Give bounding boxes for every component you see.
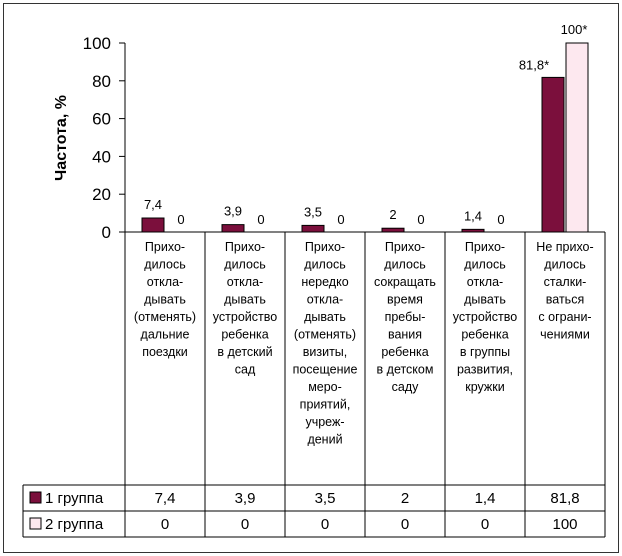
table-value-series-2: 0 xyxy=(481,516,489,533)
data-label-series-2: 0 xyxy=(257,212,264,227)
table-value-series-2: 0 xyxy=(161,516,169,533)
category-label-line: с ограни- xyxy=(538,310,591,324)
y-tick-label: 20 xyxy=(92,185,111,204)
category-label-line: Прихо- xyxy=(465,240,505,254)
category-label-line: учреж- xyxy=(305,415,344,429)
category-label-line: в группы xyxy=(460,345,510,359)
bar-series-1 xyxy=(221,224,245,233)
category-label-line: дывать xyxy=(304,310,346,324)
category-label-line: устройство xyxy=(453,310,517,324)
category-label-line: развития, xyxy=(457,363,513,377)
chart-frame xyxy=(3,3,619,553)
data-label-series-2: 0 xyxy=(417,212,424,227)
data-label-series-1: 3,5 xyxy=(304,204,322,219)
category-label-line: откла- xyxy=(467,275,503,289)
table-value-series-1: 2 xyxy=(401,490,409,507)
category-label-line: в детский xyxy=(217,345,272,359)
legend-swatch-series-2 xyxy=(29,517,42,530)
category-label-line: сад xyxy=(235,363,256,377)
category-label-line: приятий, xyxy=(300,398,351,412)
category-label-line: (отменять) xyxy=(134,310,196,324)
category-label-line: дывать xyxy=(464,293,506,307)
legend-label-series-1: 1 группа xyxy=(45,490,104,507)
y-tick-label: 100 xyxy=(83,34,111,53)
category-label-line: дилось xyxy=(464,258,505,272)
data-label-series-2: 100* xyxy=(561,22,588,37)
category-label-line: поездки xyxy=(142,345,188,359)
bar-series-1 xyxy=(141,217,165,233)
bar-series-1 xyxy=(301,224,325,233)
category-label-line: ребенка xyxy=(221,328,268,342)
category-label-line: Прихо- xyxy=(385,240,425,254)
data-label-series-1: 7,4 xyxy=(144,197,162,212)
table-value-series-1: 3,5 xyxy=(315,490,336,507)
category-label-line: саду xyxy=(392,380,419,394)
category-label-line: дилось xyxy=(144,258,185,272)
category-label-line: посещение xyxy=(293,363,358,377)
table-value-series-2: 0 xyxy=(241,516,249,533)
category-label-line: ребенка xyxy=(461,328,508,342)
category-label-line: дилось xyxy=(384,258,425,272)
bar-series-2 xyxy=(565,42,589,233)
category-label-line: меро- xyxy=(308,380,342,394)
category-label-line: пребы- xyxy=(385,310,426,324)
category-label-line: (отменять) xyxy=(294,328,356,342)
category-label-line: Прихо- xyxy=(305,240,345,254)
y-tick-label: 0 xyxy=(102,223,111,242)
y-tick-label: 60 xyxy=(92,110,111,129)
category-label-line: устройство xyxy=(213,310,277,324)
category-label-line: сокращать xyxy=(374,275,436,289)
data-label-series-1: 81,8* xyxy=(519,57,549,72)
table-value-series-1: 1,4 xyxy=(475,490,496,507)
data-label-series-1: 3,9 xyxy=(224,204,242,219)
data-label-series-2: 0 xyxy=(177,212,184,227)
legend-swatch-series-1 xyxy=(29,491,42,504)
category-label-line: дывать xyxy=(224,293,266,307)
legend-label-series-2: 2 группа xyxy=(45,516,104,533)
data-label-series-1: 1,4 xyxy=(464,208,482,223)
category-label-line: ваться xyxy=(546,293,584,307)
category-label-line: время xyxy=(387,293,423,307)
category-label-line: вания xyxy=(388,328,422,342)
y-tick-label: 40 xyxy=(92,147,111,166)
category-label-line: сталки- xyxy=(544,275,587,289)
category-label-line: кружки xyxy=(465,380,505,394)
category-label-line: Не прихо- xyxy=(536,240,593,254)
data-label-series-2: 0 xyxy=(497,212,504,227)
category-label-line: чениями xyxy=(540,328,590,342)
table-value-series-2: 0 xyxy=(321,516,329,533)
category-label-line: Прихо- xyxy=(145,240,185,254)
category-label-line: в детском xyxy=(377,363,434,377)
y-axis-title: Частота, % xyxy=(53,95,70,181)
category-label-line: дений xyxy=(307,433,342,447)
table-value-series-2: 100 xyxy=(552,516,577,533)
table-value-series-1: 3,9 xyxy=(235,490,256,507)
bar-series-1 xyxy=(541,76,565,233)
category-label-line: дывать xyxy=(144,293,186,307)
category-label-line: нередко xyxy=(301,275,348,289)
category-label-line: визиты, xyxy=(303,345,348,359)
y-tick-label: 80 xyxy=(92,72,111,91)
bar-series-1 xyxy=(381,227,405,233)
category-label-line: Прихо- xyxy=(225,240,265,254)
category-label-line: откла- xyxy=(227,275,263,289)
table-value-series-1: 7,4 xyxy=(155,490,176,507)
category-label-line: ребенка xyxy=(381,345,428,359)
category-label-line: дилось xyxy=(224,258,265,272)
category-label-line: откла- xyxy=(147,275,183,289)
data-label-series-2: 0 xyxy=(337,212,344,227)
category-label-line: дальние xyxy=(141,328,190,342)
table-value-series-2: 0 xyxy=(401,516,409,533)
category-label-line: дилось xyxy=(304,258,345,272)
category-label-line: дилось xyxy=(544,258,585,272)
table-value-series-1: 81,8 xyxy=(550,490,579,507)
data-label-series-1: 2 xyxy=(389,207,396,222)
category-label-line: откла- xyxy=(307,293,343,307)
bar-series-1 xyxy=(461,228,485,233)
